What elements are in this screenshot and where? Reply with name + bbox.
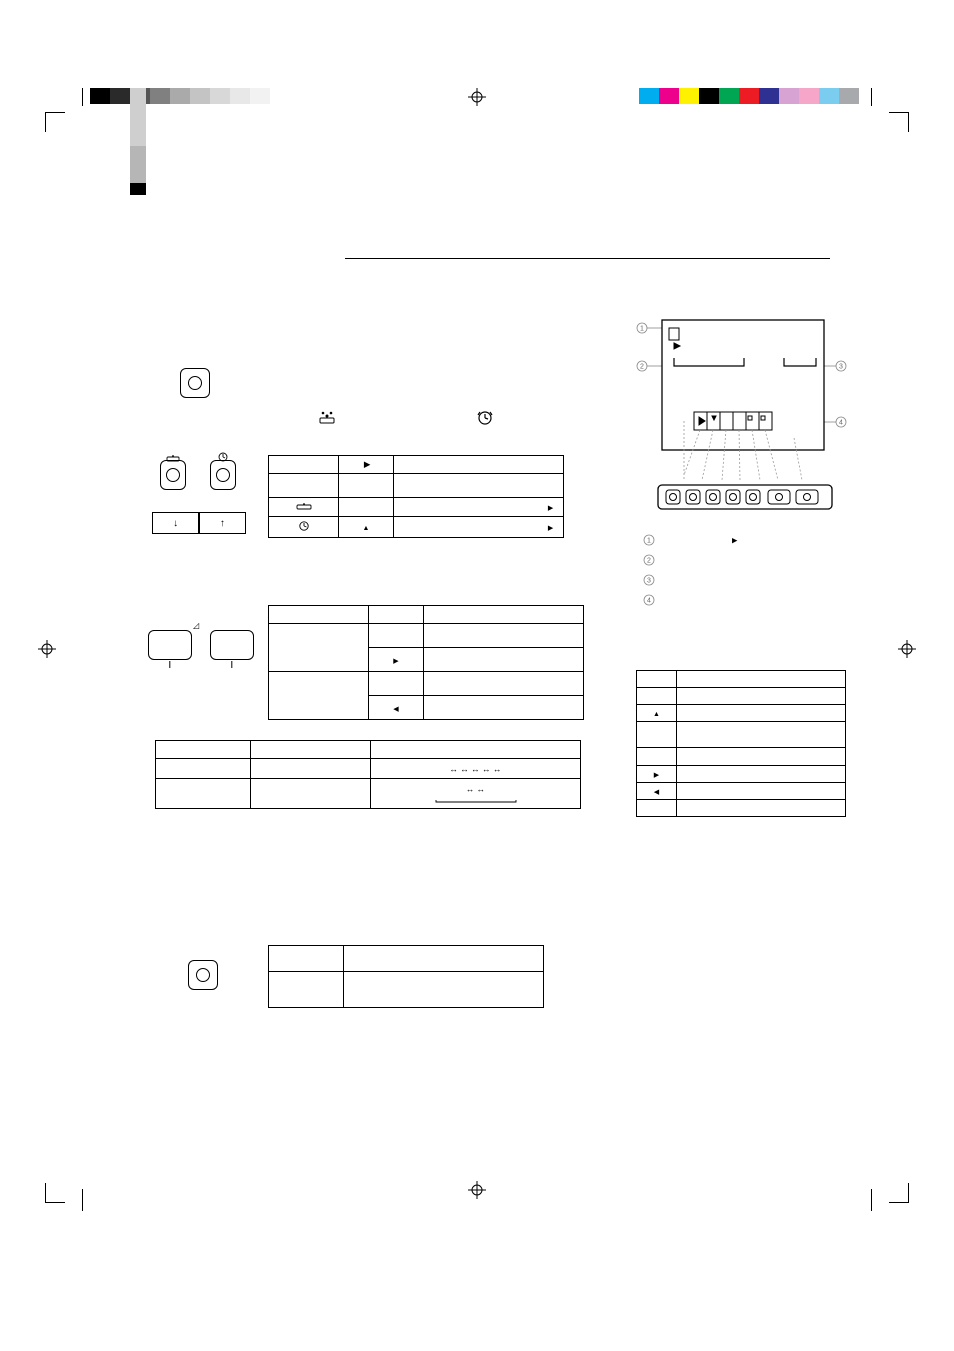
right-margin-rule-bottom: [871, 1189, 872, 1211]
clock-icon-small: [215, 449, 231, 467]
tape-dir-left: ↓: [153, 513, 198, 533]
crop-mark-br: [873, 1185, 909, 1221]
arrow-up-icon: [363, 522, 370, 532]
display-buttons-table: [636, 670, 846, 817]
channel-down-button: [148, 630, 192, 660]
registration-mark-top: [468, 88, 486, 106]
sleep-icon-small: [165, 449, 181, 467]
arrow-sequence-2: ↔ ↔: [371, 779, 581, 809]
svg-text:1: 1: [640, 325, 644, 332]
svg-text:2: 2: [647, 557, 651, 564]
sleep-clock-icons: [317, 410, 507, 426]
tape-direction-indicator: ↓ ↑: [152, 512, 246, 534]
left-margin-rule-bottom: [82, 1189, 83, 1211]
section-rule: [345, 258, 830, 259]
svg-text:2: 2: [640, 363, 644, 370]
chevron-right-icon: ◿: [193, 621, 199, 630]
svg-text:▶: ▶: [732, 537, 738, 544]
channel-up-button: [210, 630, 254, 660]
sleep-clock-table: ▶: [268, 455, 564, 538]
clock-icon: [478, 412, 492, 424]
arrow-right-icon: [548, 502, 553, 512]
svg-text:4: 4: [647, 597, 651, 604]
sequence-table: ↔ ↔ ↔ ↔ ↔ ↔ ↔: [155, 740, 581, 809]
right-margin-rule: [871, 88, 872, 106]
registration-mark-bottom: [468, 1181, 486, 1199]
arrow-right-icon: [548, 522, 553, 532]
color-calibration-strip: [639, 88, 859, 104]
channel-table: [268, 605, 584, 720]
sleep-icon: [320, 412, 334, 423]
grayscale-calibration-strip: [90, 88, 290, 104]
page: ↓ ↑ ▶ ◿: [0, 0, 954, 1351]
arrow-left-icon: [654, 786, 659, 796]
registration-mark-right: [898, 640, 916, 658]
registration-mark-left: [38, 640, 56, 658]
channel-button-pair: [148, 630, 254, 660]
display-mode-table: [268, 945, 544, 1008]
remote-button-display: [188, 960, 218, 990]
crop-mark-bl: [45, 1185, 81, 1221]
crop-mark-tl: [45, 94, 81, 130]
arrow-up-icon: [653, 708, 660, 718]
arrow-sequence-5: ↔ ↔ ↔ ↔ ↔: [371, 759, 581, 779]
arrow-right-icon: [393, 655, 398, 665]
svg-text:4: 4: [839, 419, 843, 426]
svg-text:3: 3: [647, 577, 651, 584]
svg-text:1: 1: [647, 537, 651, 544]
front-panel-diagram: 1 2 3 4: [634, 310, 849, 630]
svg-text:3: 3: [839, 363, 843, 370]
tape-dir-right: ↑: [200, 513, 245, 533]
arrow-right-icon: [654, 769, 659, 779]
arrow-left-icon: [393, 703, 398, 713]
remote-button-generic-1: [180, 368, 210, 398]
left-margin-rule: [82, 88, 83, 106]
crop-mark-tr: [873, 94, 909, 130]
